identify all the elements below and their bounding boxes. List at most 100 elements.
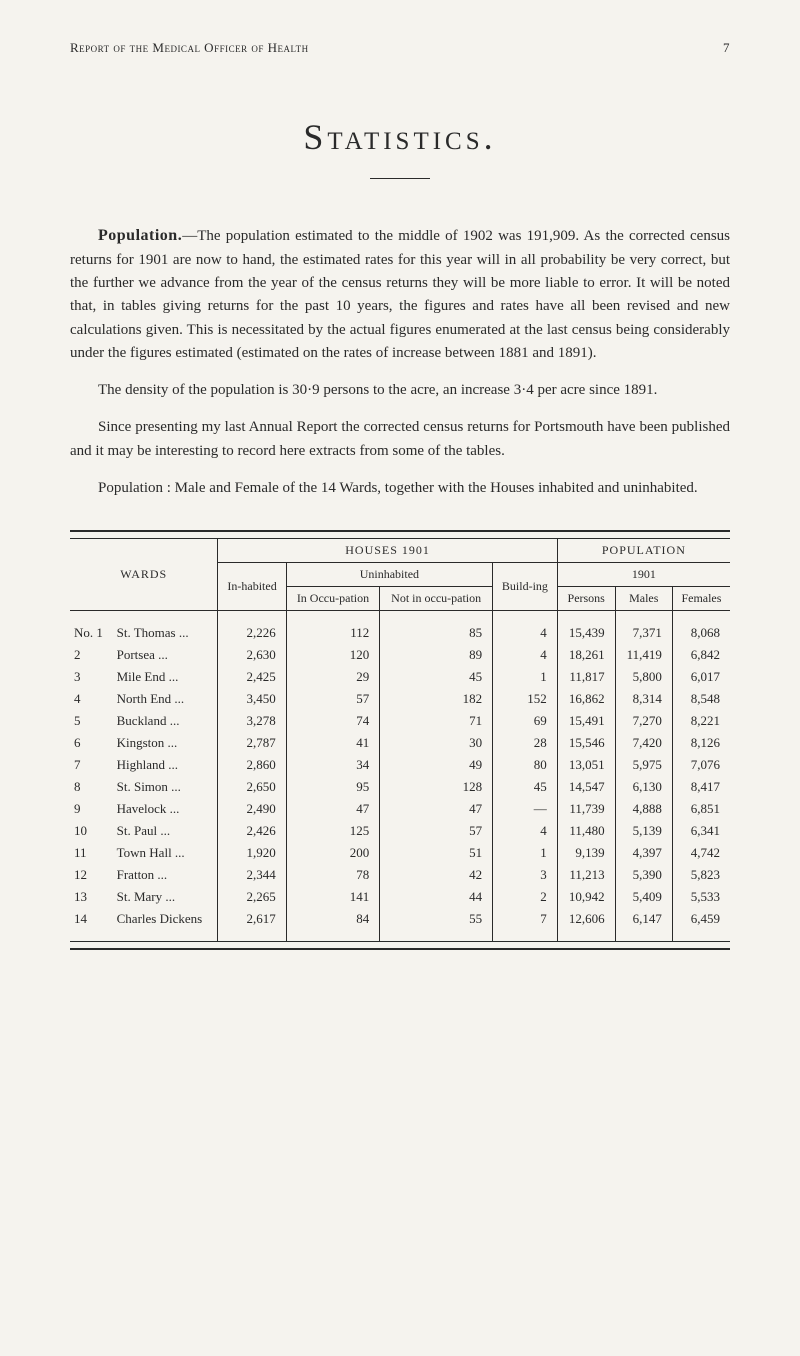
cell-females: 6,851	[672, 798, 730, 820]
cell-row-no: 7	[70, 754, 113, 776]
col-header-males: Males	[615, 587, 672, 611]
cell-inocc: 41	[286, 732, 380, 754]
cell-males: 5,975	[615, 754, 672, 776]
cell-persons: 16,862	[557, 688, 615, 710]
table-row: 11Town Hall ...1,9202005119,1394,3974,74…	[70, 842, 730, 864]
cell-building: 1	[493, 666, 558, 688]
cell-males: 7,270	[615, 710, 672, 732]
cell-notocc: 85	[380, 611, 493, 645]
table-row: 2Portsea ...2,63012089418,26111,4196,842	[70, 644, 730, 666]
cell-notocc: 71	[380, 710, 493, 732]
cell-inocc: 34	[286, 754, 380, 776]
title-divider	[370, 178, 430, 179]
cell-males: 7,420	[615, 732, 672, 754]
cell-ward: Kingston ...	[113, 732, 218, 754]
cell-building: 4	[493, 611, 558, 645]
cell-building: 69	[493, 710, 558, 732]
cell-notocc: 30	[380, 732, 493, 754]
stats-table: WARDS HOUSES 1901 POPULATION In-habited …	[70, 539, 730, 941]
cell-females: 5,823	[672, 864, 730, 886]
cell-inocc: 200	[286, 842, 380, 864]
cell-building: 4	[493, 644, 558, 666]
cell-building: 28	[493, 732, 558, 754]
running-header: Report of the Medical Officer of Health …	[70, 40, 730, 56]
cell-row-no: 2	[70, 644, 113, 666]
lede-population: Population.	[98, 227, 182, 244]
cell-persons: 9,139	[557, 842, 615, 864]
cell-inhabited: 2,860	[218, 754, 286, 776]
cell-males: 5,390	[615, 864, 672, 886]
table-row: 10St. Paul ...2,42612557411,4805,1396,34…	[70, 820, 730, 842]
cell-females: 6,842	[672, 644, 730, 666]
cell-females: 6,017	[672, 666, 730, 688]
col-header-uninhabited: Uninhabited	[286, 563, 492, 587]
table-row: 3Mile End ...2,4252945111,8175,8006,017	[70, 666, 730, 688]
cell-ward: Buckland ...	[113, 710, 218, 732]
cell-ward: Portsea ...	[113, 644, 218, 666]
cell-inhabited: 1,920	[218, 842, 286, 864]
cell-females: 8,126	[672, 732, 730, 754]
cell-persons: 12,606	[557, 908, 615, 941]
paragraph-population: Population.—The population estimated to …	[70, 224, 730, 365]
table-row: 8St. Simon ...2,650951284514,5476,1308,4…	[70, 776, 730, 798]
cell-row-no: 11	[70, 842, 113, 864]
cell-row-no: 4	[70, 688, 113, 710]
cell-notocc: 45	[380, 666, 493, 688]
cell-inocc: 57	[286, 688, 380, 710]
cell-persons: 11,213	[557, 864, 615, 886]
cell-inhabited: 2,490	[218, 798, 286, 820]
cell-ward: North End ...	[113, 688, 218, 710]
cell-building: 7	[493, 908, 558, 941]
cell-ward: Town Hall ...	[113, 842, 218, 864]
cell-row-no: 3	[70, 666, 113, 688]
cell-inocc: 47	[286, 798, 380, 820]
table-row: 9Havelock ...2,4904747—11,7394,8886,851	[70, 798, 730, 820]
cell-inocc: 141	[286, 886, 380, 908]
cell-males: 5,409	[615, 886, 672, 908]
cell-building: 1	[493, 842, 558, 864]
cell-notocc: 49	[380, 754, 493, 776]
col-header-inocc: In Occu-pation	[286, 587, 380, 611]
cell-inocc: 74	[286, 710, 380, 732]
col-header-inhabited: In-habited	[218, 563, 286, 611]
cell-persons: 10,942	[557, 886, 615, 908]
cell-persons: 15,491	[557, 710, 615, 732]
cell-inhabited: 3,278	[218, 710, 286, 732]
cell-ward: St. Mary ...	[113, 886, 218, 908]
table-row: 12Fratton ...2,3447842311,2135,3905,823	[70, 864, 730, 886]
cell-ward: Mile End ...	[113, 666, 218, 688]
cell-row-no: 12	[70, 864, 113, 886]
cell-building: 3	[493, 864, 558, 886]
cell-row-no: 6	[70, 732, 113, 754]
cell-inocc: 112	[286, 611, 380, 645]
cell-persons: 13,051	[557, 754, 615, 776]
cell-notocc: 47	[380, 798, 493, 820]
cell-building: 152	[493, 688, 558, 710]
cell-building: 80	[493, 754, 558, 776]
cell-males: 6,130	[615, 776, 672, 798]
cell-persons: 15,546	[557, 732, 615, 754]
cell-inocc: 84	[286, 908, 380, 941]
cell-males: 11,419	[615, 644, 672, 666]
col-header-population: POPULATION	[557, 539, 730, 563]
paragraph-census: Since presenting my last Annual Report t…	[70, 416, 730, 463]
table-row: No. 1St. Thomas ...2,22611285415,4397,37…	[70, 611, 730, 645]
cell-inhabited: 2,265	[218, 886, 286, 908]
cell-males: 7,371	[615, 611, 672, 645]
col-header-year: 1901	[557, 563, 730, 587]
cell-persons: 11,739	[557, 798, 615, 820]
cell-inocc: 29	[286, 666, 380, 688]
cell-notocc: 55	[380, 908, 493, 941]
table-row: 7Highland ...2,86034498013,0515,9757,076	[70, 754, 730, 776]
cell-notocc: 51	[380, 842, 493, 864]
col-header-females: Females	[672, 587, 730, 611]
cell-inhabited: 2,226	[218, 611, 286, 645]
cell-females: 4,742	[672, 842, 730, 864]
paragraph-population-body: —The population estimated to the middle …	[70, 228, 730, 361]
cell-persons: 18,261	[557, 644, 615, 666]
paragraph-table-intro: Population : Male and Female of the 14 W…	[70, 477, 730, 500]
cell-females: 8,068	[672, 611, 730, 645]
cell-inhabited: 2,425	[218, 666, 286, 688]
cell-inhabited: 2,630	[218, 644, 286, 666]
stats-table-wrapper: WARDS HOUSES 1901 POPULATION In-habited …	[70, 530, 730, 950]
